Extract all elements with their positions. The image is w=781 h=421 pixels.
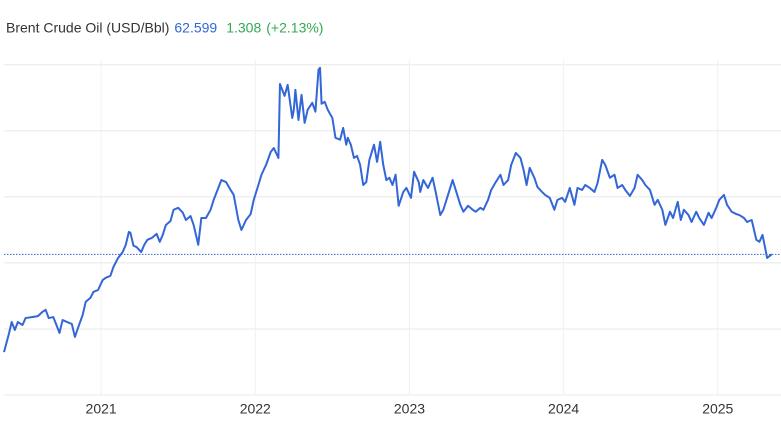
x-tick-label: 2021	[86, 401, 117, 417]
x-tick-label: 2025	[702, 401, 733, 417]
price-change: 1.308	[226, 20, 261, 36]
x-tick-label: 2024	[548, 401, 579, 417]
price-change-percent: (+2.13%)	[266, 20, 323, 36]
x-tick-label: 2023	[394, 401, 425, 417]
price-line	[3, 66, 773, 353]
chart-title: Brent Crude Oil (USD/Bbl)	[6, 20, 169, 36]
last-price: 62.599	[174, 20, 217, 36]
x-tick-label: 2022	[240, 401, 271, 417]
